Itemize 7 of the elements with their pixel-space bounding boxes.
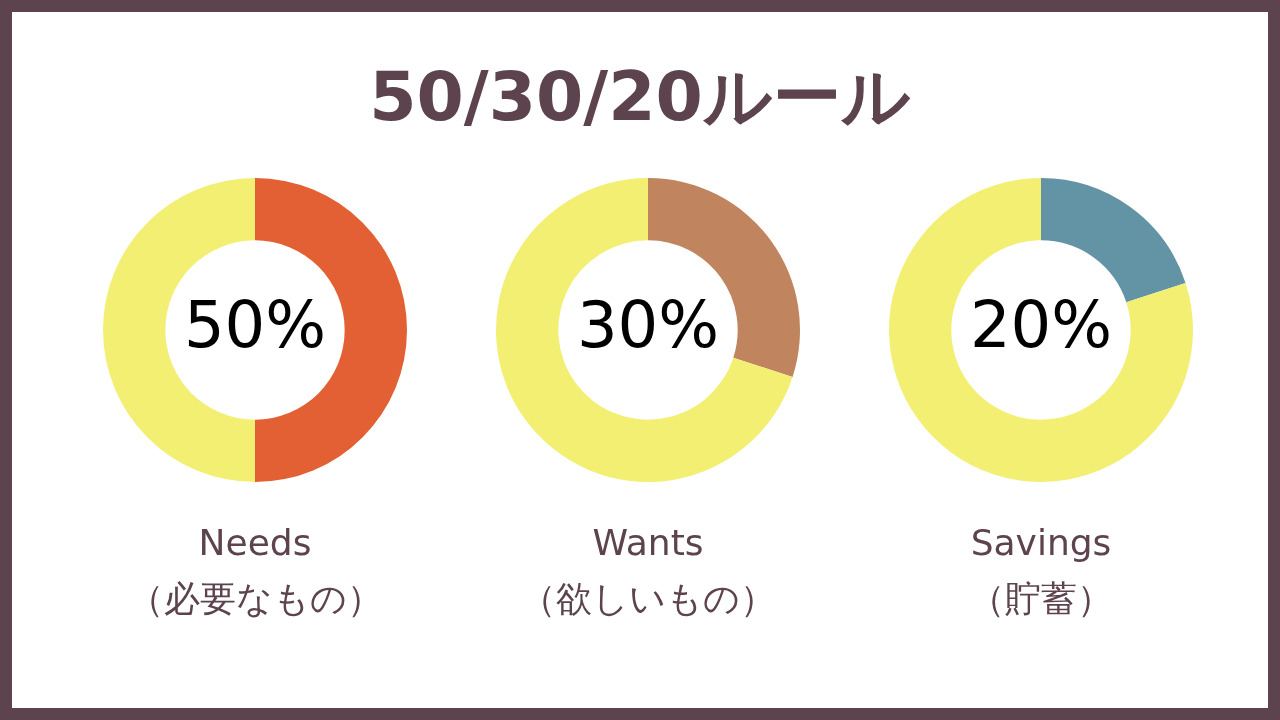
data-label: 30% [576,287,720,362]
text: Wants （欲しいもの） [519,521,777,621]
data-label: 50% [183,287,327,362]
text: Savings （貯蓄） [968,521,1114,621]
chart-title: 50/30/20ルール [368,56,912,138]
data-label: 20% [969,287,1113,362]
text: Needs （必要なもの） [126,521,384,621]
